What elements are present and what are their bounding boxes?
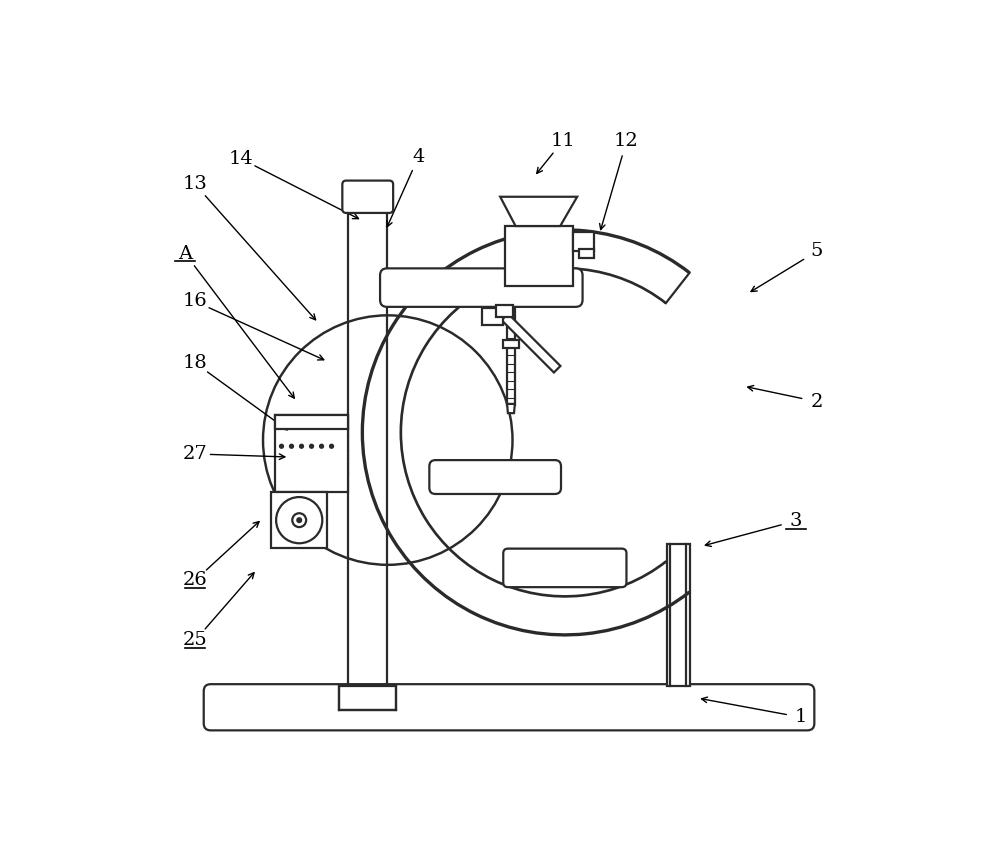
Text: 4: 4 <box>412 148 425 165</box>
Text: 16: 16 <box>183 293 208 311</box>
FancyBboxPatch shape <box>380 268 583 307</box>
Text: 13: 13 <box>183 176 208 193</box>
Text: 26: 26 <box>183 571 208 589</box>
Text: 14: 14 <box>229 150 254 168</box>
Bar <box>508 549 622 562</box>
Polygon shape <box>507 404 515 413</box>
Bar <box>666 544 690 686</box>
Text: 11: 11 <box>550 133 575 150</box>
FancyBboxPatch shape <box>204 684 814 730</box>
Bar <box>339 686 396 710</box>
Bar <box>496 305 512 316</box>
Circle shape <box>300 444 303 448</box>
Circle shape <box>290 444 293 448</box>
Text: A: A <box>178 245 192 262</box>
Bar <box>271 492 327 548</box>
Circle shape <box>310 444 313 448</box>
Text: 2: 2 <box>810 392 823 410</box>
Polygon shape <box>502 314 560 372</box>
Bar <box>505 226 573 286</box>
Circle shape <box>297 518 302 522</box>
Circle shape <box>280 444 283 448</box>
Bar <box>482 308 503 325</box>
Text: 5: 5 <box>810 242 823 261</box>
Text: 12: 12 <box>614 133 639 150</box>
Text: 18: 18 <box>183 354 208 372</box>
Text: 25: 25 <box>183 631 208 649</box>
Bar <box>573 232 594 251</box>
FancyBboxPatch shape <box>429 460 561 494</box>
Circle shape <box>292 513 306 528</box>
Bar <box>503 340 519 348</box>
Circle shape <box>320 444 323 448</box>
Bar <box>275 415 348 430</box>
Text: 3: 3 <box>790 512 802 530</box>
Bar <box>579 249 594 258</box>
Circle shape <box>330 444 333 448</box>
FancyBboxPatch shape <box>342 181 393 213</box>
Circle shape <box>276 497 322 544</box>
FancyBboxPatch shape <box>503 549 626 587</box>
Text: 1: 1 <box>795 708 807 727</box>
Text: 27: 27 <box>183 445 208 463</box>
Polygon shape <box>500 197 577 226</box>
Bar <box>275 415 348 492</box>
